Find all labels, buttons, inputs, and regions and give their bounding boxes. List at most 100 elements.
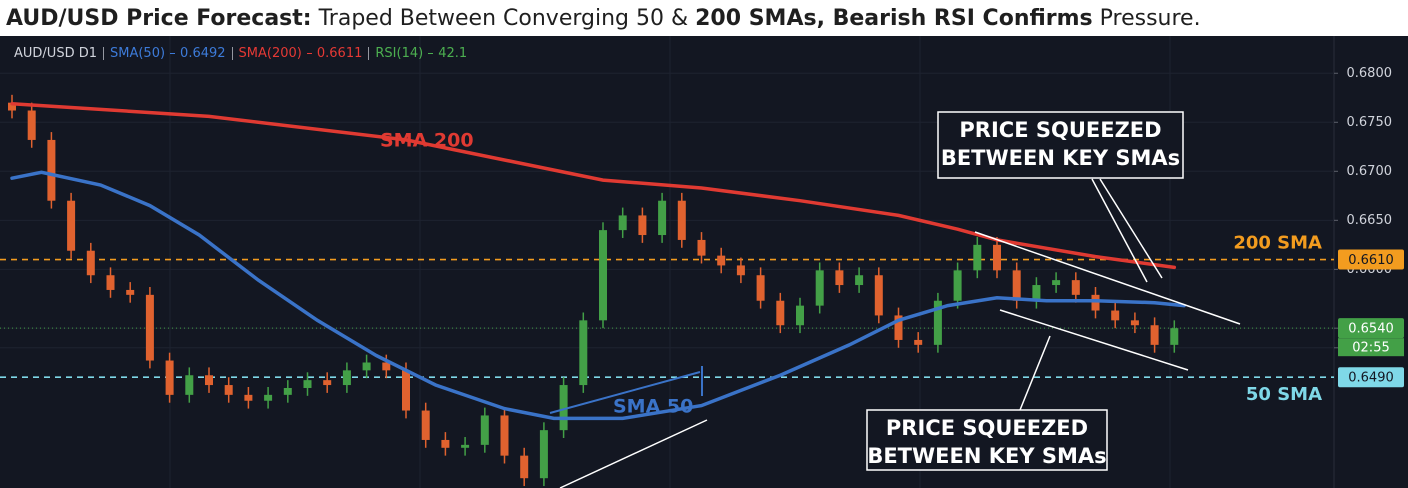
candle-body <box>165 360 174 395</box>
chart-title: AUD/USD Price Forecast: Traped Between C… <box>6 6 1201 31</box>
candle-body <box>1130 320 1139 326</box>
y-tick-label: 0.6750 <box>1347 115 1393 130</box>
callout-text: PRICE SQUEEZED <box>959 118 1161 142</box>
sma-label: SMA 50 <box>613 396 693 418</box>
pointer <box>1091 178 1148 283</box>
pointer <box>1099 178 1163 279</box>
candle-body <box>776 300 785 326</box>
candle-body <box>1012 270 1021 301</box>
candle-body <box>441 439 450 448</box>
candle-body <box>579 320 588 386</box>
candle-body <box>67 200 76 251</box>
legend-dash <box>306 53 312 54</box>
legend: AUD/USD D1 SMA(50) 0.6492 SMA(200) 0.6611 RSI… <box>14 46 467 61</box>
y-tick-label: 0.6700 <box>1347 164 1393 179</box>
legend-value: 0.6611 <box>316 46 363 61</box>
candle-body <box>894 315 903 340</box>
sma-line <box>10 170 1186 421</box>
candle-body <box>264 394 273 401</box>
legend-dash <box>170 53 176 54</box>
candle-body <box>599 230 607 321</box>
price-tag <box>1338 367 1404 388</box>
candle-body <box>756 275 765 301</box>
candle-body <box>914 339 923 345</box>
candle-body <box>244 394 253 401</box>
candle-body <box>1150 325 1159 345</box>
candle-body <box>736 265 745 276</box>
annotations <box>559 178 1241 488</box>
blue-drawing <box>549 366 703 414</box>
candle-body <box>953 270 962 301</box>
price-tag <box>1338 249 1404 270</box>
candle-body <box>815 270 824 306</box>
sma-label: SMA 200 <box>380 130 474 152</box>
drawing-line <box>549 371 701 414</box>
candle-body <box>283 387 292 395</box>
title-part: Pressure. <box>1093 6 1201 31</box>
candle-body <box>559 385 568 431</box>
legend-value: 0.6492 <box>180 46 226 61</box>
legend-name: SMA(200) <box>238 46 302 61</box>
countdown: 02:55 <box>1352 341 1389 356</box>
pointer <box>559 419 708 488</box>
candle-body <box>461 444 470 448</box>
candle-body <box>205 375 213 386</box>
title-bar <box>0 0 1408 36</box>
legend-separator <box>231 47 233 60</box>
pointer <box>1019 335 1051 411</box>
legend-name: RSI(14) <box>375 46 424 61</box>
candle-body <box>993 244 1001 271</box>
callout-text: PRICE SQUEEZED <box>886 416 1088 440</box>
legend-value: 42.1 <box>438 46 468 61</box>
callout-text: BETWEEN KEY SMAs <box>867 444 1106 468</box>
plot <box>0 72 1338 487</box>
wedge-upper <box>974 231 1241 325</box>
callout-box <box>937 111 1184 179</box>
candle-body <box>480 415 489 445</box>
candle-body <box>8 102 16 111</box>
wedge-lower <box>999 309 1189 371</box>
candle-body <box>658 200 667 236</box>
candle-body <box>677 200 686 240</box>
candle-body <box>126 289 135 295</box>
candle-body <box>145 294 154 361</box>
title-part: Traped Between Converging 50 & <box>312 6 696 31</box>
countdown-tag <box>1338 338 1404 357</box>
candle-body <box>27 110 36 140</box>
candle-body <box>106 275 115 290</box>
candle-body <box>874 275 883 316</box>
candle-body <box>1052 280 1061 286</box>
price-tag <box>1338 318 1404 339</box>
candle-body <box>638 215 647 236</box>
candle-body <box>382 362 391 371</box>
legend-separator <box>368 47 370 60</box>
candle-body <box>618 215 627 231</box>
candle-body <box>1170 328 1179 345</box>
legend-dash <box>428 53 434 54</box>
candle-body <box>973 244 982 271</box>
candle-body <box>855 275 864 286</box>
price-tag-label: 0.6610 <box>1348 253 1394 268</box>
legend-separator <box>103 47 104 60</box>
title-part: AUD/USD Price Forecast: <box>6 6 312 31</box>
candle-body <box>796 305 804 326</box>
candle-body <box>185 375 194 395</box>
level-label: 200 SMA <box>1233 233 1322 254</box>
candle-body <box>1091 294 1100 311</box>
candle-body <box>342 370 351 386</box>
legend-symbol: AUD/USD D1 <box>14 46 97 61</box>
sma-line <box>10 101 1177 270</box>
legend-name: SMA(50) <box>110 46 166 61</box>
callout-text: BETWEEN KEY SMAs <box>941 146 1180 170</box>
candle-body <box>402 370 410 411</box>
candle-body <box>539 430 548 479</box>
y-tick-label: 0.6650 <box>1347 213 1393 228</box>
level-label: 50 SMA <box>1246 384 1322 405</box>
price-tag-label: 0.6490 <box>1348 371 1394 386</box>
candle-body <box>1032 285 1041 301</box>
candle-body <box>717 255 726 266</box>
candle-body <box>303 380 312 388</box>
candle-body <box>362 362 371 371</box>
